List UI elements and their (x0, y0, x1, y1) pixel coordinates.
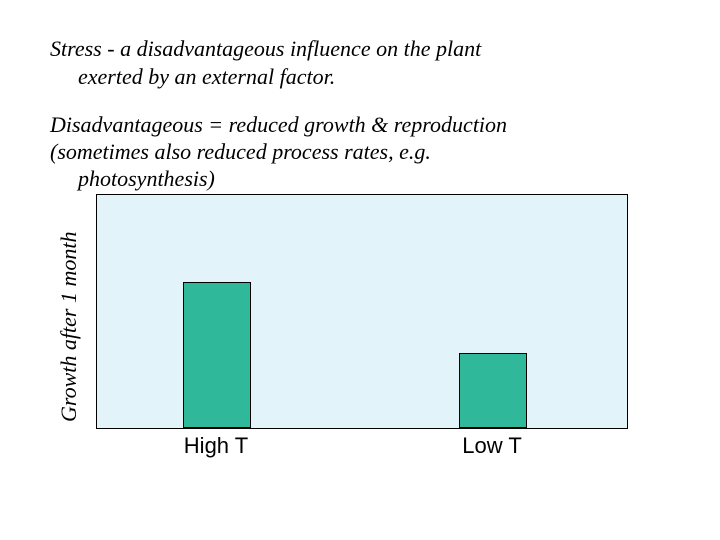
chart-box: High T Low T (96, 194, 670, 459)
x-axis-labels: High T Low T (96, 433, 628, 459)
definition-line2: exerted by an external factor. (50, 63, 670, 91)
bar-1 (459, 353, 527, 428)
chart-area: Growth after 1 month High TLow T (78, 194, 670, 459)
slide: Stress - a disadvantageous influence on … (0, 0, 720, 459)
explanation-line2: (sometimes also reduced process rates, e… (50, 139, 670, 166)
bar-0 (183, 282, 251, 428)
explanation-line1: Disadvantageous = reduced growth & repro… (50, 112, 670, 139)
explanation-line3: photosynthesis) (50, 166, 670, 193)
x-label-1: Low T (462, 433, 522, 459)
definition-line1: Stress - a disadvantageous influence on … (50, 35, 670, 63)
plot-area (96, 194, 628, 429)
x-label-0: High T (184, 433, 248, 459)
definition-block: Stress - a disadvantageous influence on … (50, 35, 670, 90)
y-axis-label: Growth after 1 month (56, 194, 84, 459)
explanation-block: Disadvantageous = reduced growth & repro… (50, 112, 670, 192)
